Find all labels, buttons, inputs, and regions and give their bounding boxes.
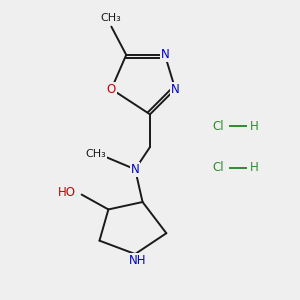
Text: Cl: Cl bbox=[212, 120, 224, 133]
Text: N: N bbox=[171, 82, 180, 96]
Text: NH: NH bbox=[129, 254, 146, 267]
Text: N: N bbox=[131, 163, 140, 176]
Text: H: H bbox=[250, 120, 258, 133]
Text: CH₃: CH₃ bbox=[85, 149, 106, 160]
Text: CH₃: CH₃ bbox=[100, 13, 121, 23]
Text: O: O bbox=[107, 82, 116, 96]
Text: Cl: Cl bbox=[212, 161, 224, 174]
Text: HO: HO bbox=[58, 186, 76, 199]
Text: H: H bbox=[250, 161, 258, 174]
Text: N: N bbox=[160, 48, 169, 62]
